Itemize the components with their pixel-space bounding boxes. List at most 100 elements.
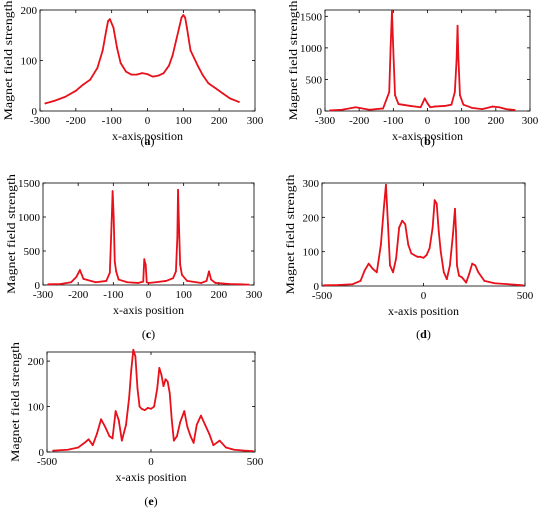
x-tick-label: -200 bbox=[349, 115, 370, 127]
x-tick-label: 200 bbox=[211, 115, 228, 127]
data-point bbox=[75, 275, 78, 278]
data-point bbox=[154, 281, 157, 284]
data-point bbox=[419, 255, 422, 258]
y-tick-label: 500 bbox=[306, 74, 323, 86]
data-point bbox=[143, 409, 146, 412]
data-point bbox=[205, 280, 208, 282]
data-point bbox=[210, 278, 212, 281]
data-point bbox=[137, 282, 139, 284]
series-line bbox=[329, 10, 516, 112]
data-point bbox=[207, 82, 210, 85]
data-point bbox=[135, 73, 138, 76]
data-point bbox=[425, 254, 428, 256]
data-point bbox=[146, 407, 149, 409]
data-point bbox=[359, 279, 362, 282]
data-point bbox=[160, 373, 163, 376]
y-tick-label: 300 bbox=[303, 178, 320, 190]
data-point bbox=[189, 49, 192, 52]
x-tick-label: -300 bbox=[30, 115, 51, 127]
data-point bbox=[461, 276, 463, 279]
data-point bbox=[354, 106, 357, 109]
data-point bbox=[52, 449, 55, 452]
data-point bbox=[111, 437, 114, 440]
data-point bbox=[483, 279, 486, 282]
data-point bbox=[128, 396, 131, 399]
data-point bbox=[144, 261, 146, 264]
data-point bbox=[192, 442, 195, 444]
data-point bbox=[404, 223, 407, 226]
panel-label-letter: d bbox=[420, 327, 427, 341]
x-axis-title: x-axis position bbox=[112, 129, 183, 143]
y-axis-title: Magnet field strength bbox=[4, 174, 18, 294]
panel-label: (a) bbox=[141, 134, 155, 148]
data-point bbox=[433, 199, 436, 202]
data-point bbox=[145, 281, 148, 284]
data-point bbox=[176, 236, 179, 239]
x-tick-label: -200 bbox=[68, 289, 89, 301]
data-point bbox=[481, 108, 484, 111]
data-point bbox=[195, 423, 198, 426]
data-point bbox=[341, 108, 343, 111]
data-point bbox=[233, 448, 236, 451]
data-point bbox=[108, 271, 111, 274]
data-point bbox=[74, 89, 77, 92]
data-point bbox=[91, 444, 94, 447]
data-point bbox=[101, 49, 104, 52]
data-point bbox=[212, 444, 215, 447]
data-point bbox=[401, 219, 404, 222]
panel-label-open-paren: ( bbox=[420, 134, 424, 148]
data-point bbox=[375, 271, 378, 274]
panel-label-letter: a bbox=[145, 134, 151, 148]
x-tick-label: 0 bbox=[421, 290, 427, 302]
data-point bbox=[110, 222, 113, 225]
x-tick-label: 500 bbox=[517, 290, 534, 302]
data-point bbox=[454, 207, 456, 210]
x-tick-label: -300 bbox=[315, 115, 336, 127]
data-point bbox=[457, 53, 460, 56]
data-point bbox=[180, 16, 183, 19]
data-point bbox=[179, 421, 182, 424]
data-point bbox=[456, 264, 458, 267]
data-point bbox=[53, 100, 56, 102]
data-point bbox=[172, 277, 175, 280]
data-point bbox=[247, 283, 250, 286]
data-point bbox=[162, 72, 165, 75]
plot-frame bbox=[39, 9, 256, 112]
data-point bbox=[392, 271, 394, 274]
data-point bbox=[323, 284, 325, 287]
y-tick-label: 0 bbox=[317, 106, 323, 118]
y-tick-label: 0 bbox=[39, 447, 45, 459]
data-point bbox=[218, 439, 221, 442]
data-point bbox=[47, 283, 50, 286]
x-tick-label: -100 bbox=[383, 115, 404, 127]
data-point bbox=[452, 233, 454, 236]
data-point bbox=[164, 378, 167, 381]
data-point bbox=[462, 103, 465, 106]
x-tick-label: 100 bbox=[175, 289, 192, 301]
data-point bbox=[410, 252, 413, 255]
panel-label-letter: b bbox=[424, 134, 431, 148]
x-tick-label: 300 bbox=[522, 115, 539, 127]
data-point bbox=[111, 190, 114, 193]
data-point bbox=[184, 16, 187, 19]
data-point bbox=[64, 95, 66, 98]
plot-frame bbox=[321, 182, 526, 287]
data-point bbox=[459, 94, 461, 97]
data-point bbox=[66, 448, 69, 451]
data-point bbox=[426, 102, 429, 105]
data-point bbox=[96, 67, 99, 69]
y-tick-label: 100 bbox=[303, 247, 320, 259]
data-point bbox=[100, 418, 102, 421]
data-point bbox=[214, 87, 217, 90]
data-point bbox=[119, 62, 122, 64]
y-tick-label: 0 bbox=[314, 281, 320, 293]
x-tick-label: -500 bbox=[37, 456, 58, 468]
data-point bbox=[204, 423, 206, 426]
data-point bbox=[419, 106, 422, 109]
data-point bbox=[59, 283, 62, 285]
data-point bbox=[136, 387, 139, 390]
data-point bbox=[442, 271, 445, 274]
data-point bbox=[70, 281, 73, 284]
